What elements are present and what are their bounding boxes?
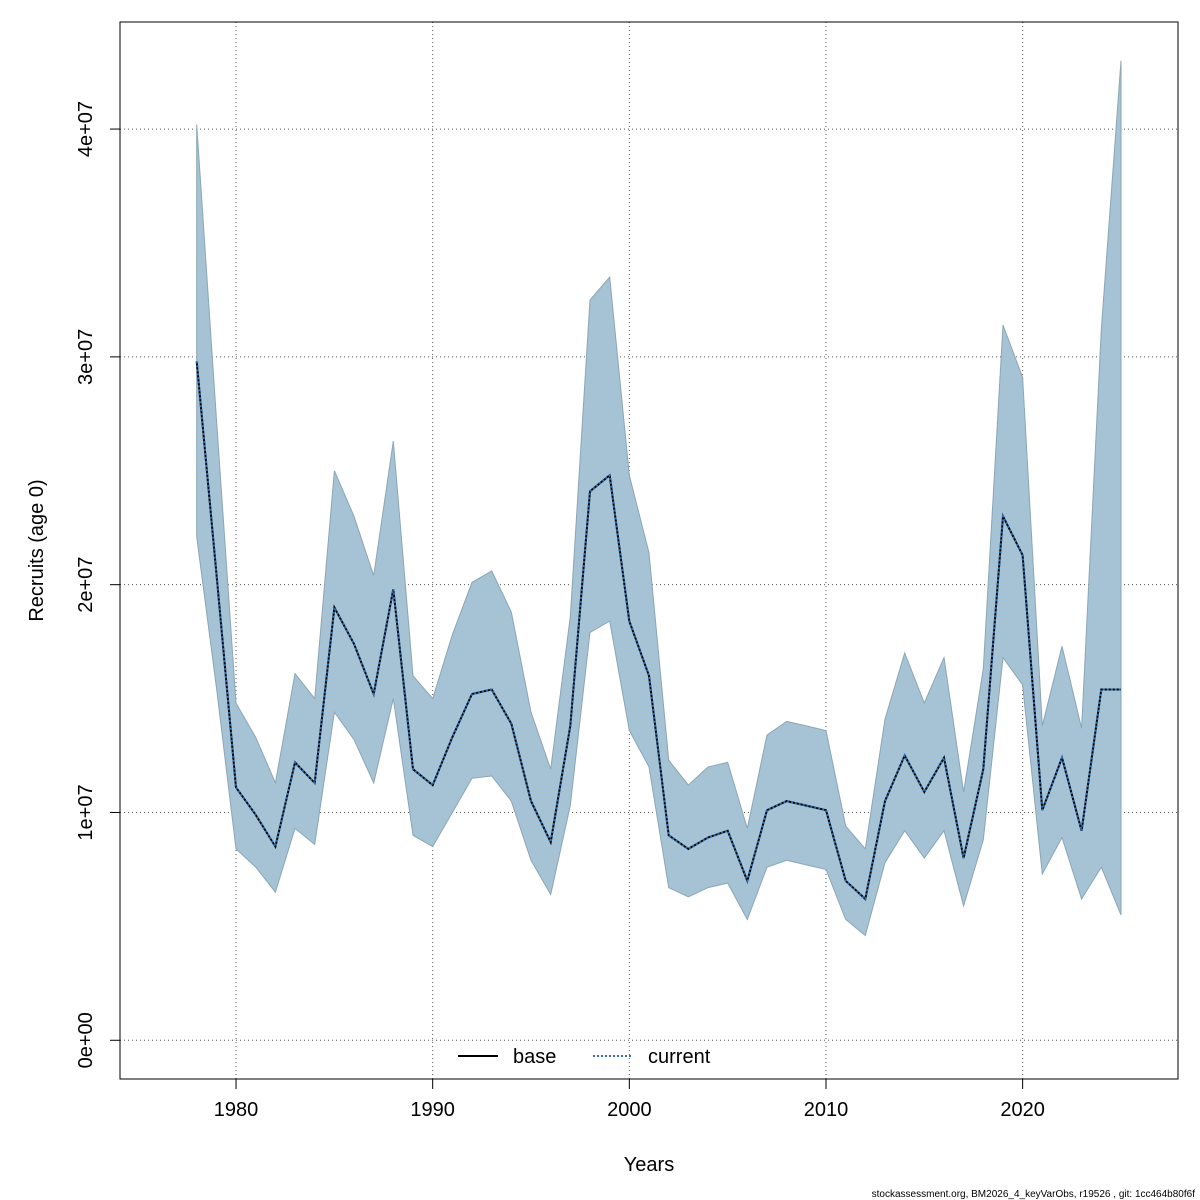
x-tick-label: 2000 — [607, 1099, 652, 1121]
plot-frame — [119, 21, 1179, 1080]
confidence-band — [196, 60, 1122, 937]
y-axis: 0e+00 1e+07 2e+07 3e+07 4e+07 — [75, 101, 120, 1068]
x-tick-label: 1990 — [410, 1099, 455, 1121]
series-lines — [195, 361, 1121, 901]
y-tick-label: 3e+07 — [75, 329, 97, 385]
footer-credit: stockassessment.org, BM2026_4_keyVarObs,… — [872, 1189, 1196, 1200]
x-tick-label: 2010 — [804, 1099, 849, 1121]
legend-base-label: base — [513, 1046, 556, 1068]
y-tick-label: 0e+00 — [75, 1012, 97, 1068]
legend: base current — [458, 1046, 711, 1068]
y-axis-title: Recruits (age 0) — [26, 479, 48, 621]
y-tick-label: 4e+07 — [75, 101, 97, 157]
x-tick-label: 1980 — [214, 1099, 259, 1121]
series-line-current — [195, 361, 1121, 901]
x-tick-label: 2020 — [1000, 1099, 1045, 1121]
legend-current-label: current — [648, 1046, 711, 1068]
x-axis-title: Years — [624, 1154, 674, 1176]
y-tick-label: 2e+07 — [75, 557, 97, 613]
x-axis: 1980 1990 2000 2010 2020 — [214, 1079, 1045, 1121]
y-tick-label: 1e+07 — [75, 784, 97, 840]
